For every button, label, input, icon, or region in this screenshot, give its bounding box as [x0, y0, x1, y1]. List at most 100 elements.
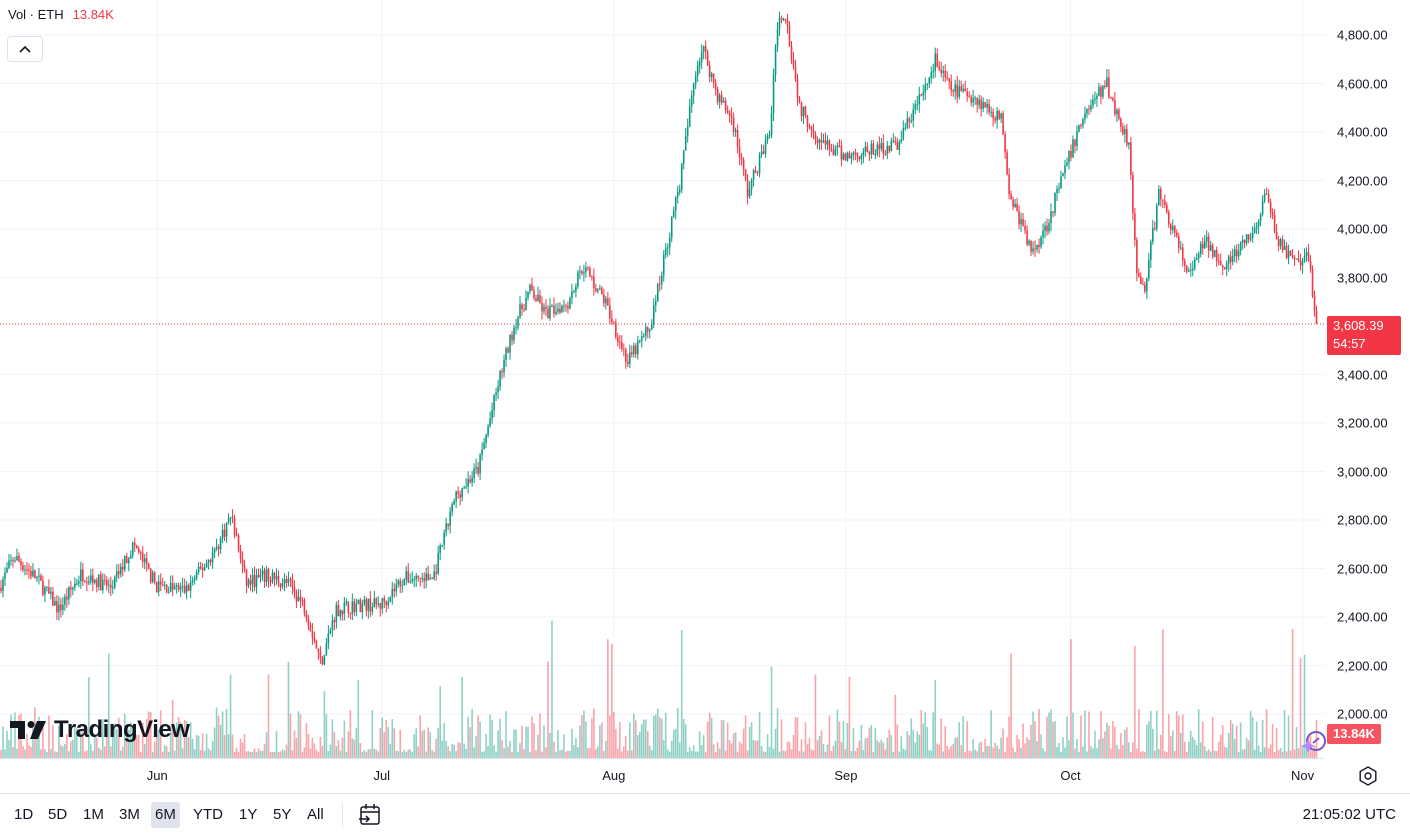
volume-bar — [952, 744, 955, 758]
price-tick-label: 2,800.00 — [1337, 512, 1388, 528]
candle-body — [303, 600, 306, 614]
candle-body — [393, 588, 396, 592]
volume-bar — [1255, 721, 1258, 758]
volume-bar — [145, 718, 148, 758]
volume-bar — [297, 711, 300, 758]
volume-bar — [1291, 629, 1294, 758]
chart-area[interactable] — [0, 0, 1325, 758]
candle-body — [153, 572, 156, 582]
candle-body — [802, 106, 805, 117]
candle-body — [517, 317, 519, 328]
volume-bar — [1018, 739, 1020, 758]
candle-body — [317, 648, 320, 652]
calendar-goto-icon[interactable] — [357, 802, 383, 828]
volume-bar — [916, 731, 919, 758]
volume-bar — [854, 751, 857, 758]
candle-body — [1098, 87, 1100, 96]
volume-bar — [413, 734, 416, 758]
volume-bar — [527, 726, 529, 758]
candle-body — [231, 517, 234, 519]
candle-body — [928, 77, 931, 84]
candle-body — [521, 304, 523, 310]
range-button-1d[interactable]: 1D — [14, 806, 34, 823]
candle-body — [1096, 95, 1098, 99]
candle-body — [54, 601, 56, 606]
range-button-5d[interactable]: 5D — [48, 806, 68, 823]
candle-body — [297, 596, 300, 602]
candle-body — [205, 562, 208, 568]
range-button-all[interactable]: All — [307, 806, 324, 823]
volume-bar — [670, 740, 673, 758]
volume-bar — [535, 750, 537, 758]
candle-body — [650, 323, 653, 330]
candle-body — [341, 610, 344, 615]
candle-body — [994, 118, 996, 121]
candle-body — [479, 454, 481, 474]
range-button-5y[interactable]: 5Y — [273, 806, 292, 823]
price-scale[interactable]: 4,800.00 4,600.00 4,400.00 4,200.00 4,000.00… — [1325, 0, 1410, 758]
candle-body — [1291, 255, 1294, 258]
range-button-1y[interactable]: 1Y — [239, 806, 258, 823]
candle-body — [700, 51, 703, 62]
volume-bar — [1293, 749, 1296, 758]
volume-bar — [239, 738, 242, 758]
range-button-6m[interactable]: 6M — [151, 802, 180, 828]
volume-bar — [646, 731, 649, 758]
volume-bar — [684, 724, 687, 758]
candle-body — [782, 18, 785, 20]
candle-body — [1082, 119, 1084, 126]
volume-bar — [44, 749, 46, 758]
candle-body — [161, 584, 164, 586]
volume-bar — [1020, 747, 1022, 758]
candle-body — [2, 579, 4, 591]
time-axis[interactable]: Jun Jul Aug Sep Oct Nov — [0, 758, 1325, 793]
candle-body — [243, 565, 246, 570]
candle-body — [1026, 230, 1028, 245]
sparkle-assistant-icon[interactable] — [1300, 728, 1328, 756]
candle-body — [1108, 77, 1110, 98]
candle-body — [730, 115, 733, 118]
utc-clock[interactable]: 21:05:02 UTC — [1302, 806, 1396, 823]
volume-bar — [261, 750, 264, 758]
candle-body — [972, 98, 974, 103]
candle-body — [185, 585, 188, 593]
volume-bar — [133, 729, 136, 758]
tradingview-logo[interactable]: TradingView — [10, 716, 190, 744]
volume-bar — [782, 750, 785, 758]
candle-body — [1146, 278, 1148, 292]
candle-body — [599, 288, 601, 290]
candle-body — [399, 580, 402, 586]
volume-bar — [1171, 730, 1174, 758]
volume-bar — [1183, 741, 1186, 758]
candle-body — [648, 329, 651, 332]
time-tick-label: Jun — [146, 768, 168, 783]
range-button-1m[interactable]: 1M — [83, 806, 104, 823]
candle-body — [644, 327, 647, 336]
candle-body — [1104, 85, 1106, 88]
volume-bar — [738, 741, 741, 758]
candle-body — [842, 154, 845, 160]
volume-bar — [349, 709, 352, 758]
volume-bar — [575, 738, 577, 758]
volume-bar — [243, 734, 246, 758]
volume-bar — [1148, 721, 1150, 758]
volume-bar — [483, 751, 485, 758]
candlestick-chart[interactable] — [0, 0, 1325, 758]
volume-bar — [1004, 751, 1006, 758]
chart-settings-icon[interactable] — [1358, 766, 1378, 786]
range-button-ytd[interactable]: YTD — [193, 806, 223, 823]
candle-body — [988, 104, 990, 113]
candle-body — [339, 610, 342, 617]
volume-bar — [1225, 747, 1228, 758]
collapse-legend-button[interactable] — [7, 36, 43, 62]
candle-body — [237, 535, 240, 551]
volume-bar — [726, 722, 729, 758]
volume-bar — [786, 741, 789, 758]
volume-bar — [976, 751, 978, 758]
volume-bar — [1201, 721, 1204, 758]
candle-body — [505, 348, 507, 360]
volume-bar — [1050, 709, 1052, 758]
volume-bar — [1032, 711, 1034, 758]
range-button-3m[interactable]: 3M — [119, 806, 140, 823]
volume-bar — [1016, 734, 1018, 758]
